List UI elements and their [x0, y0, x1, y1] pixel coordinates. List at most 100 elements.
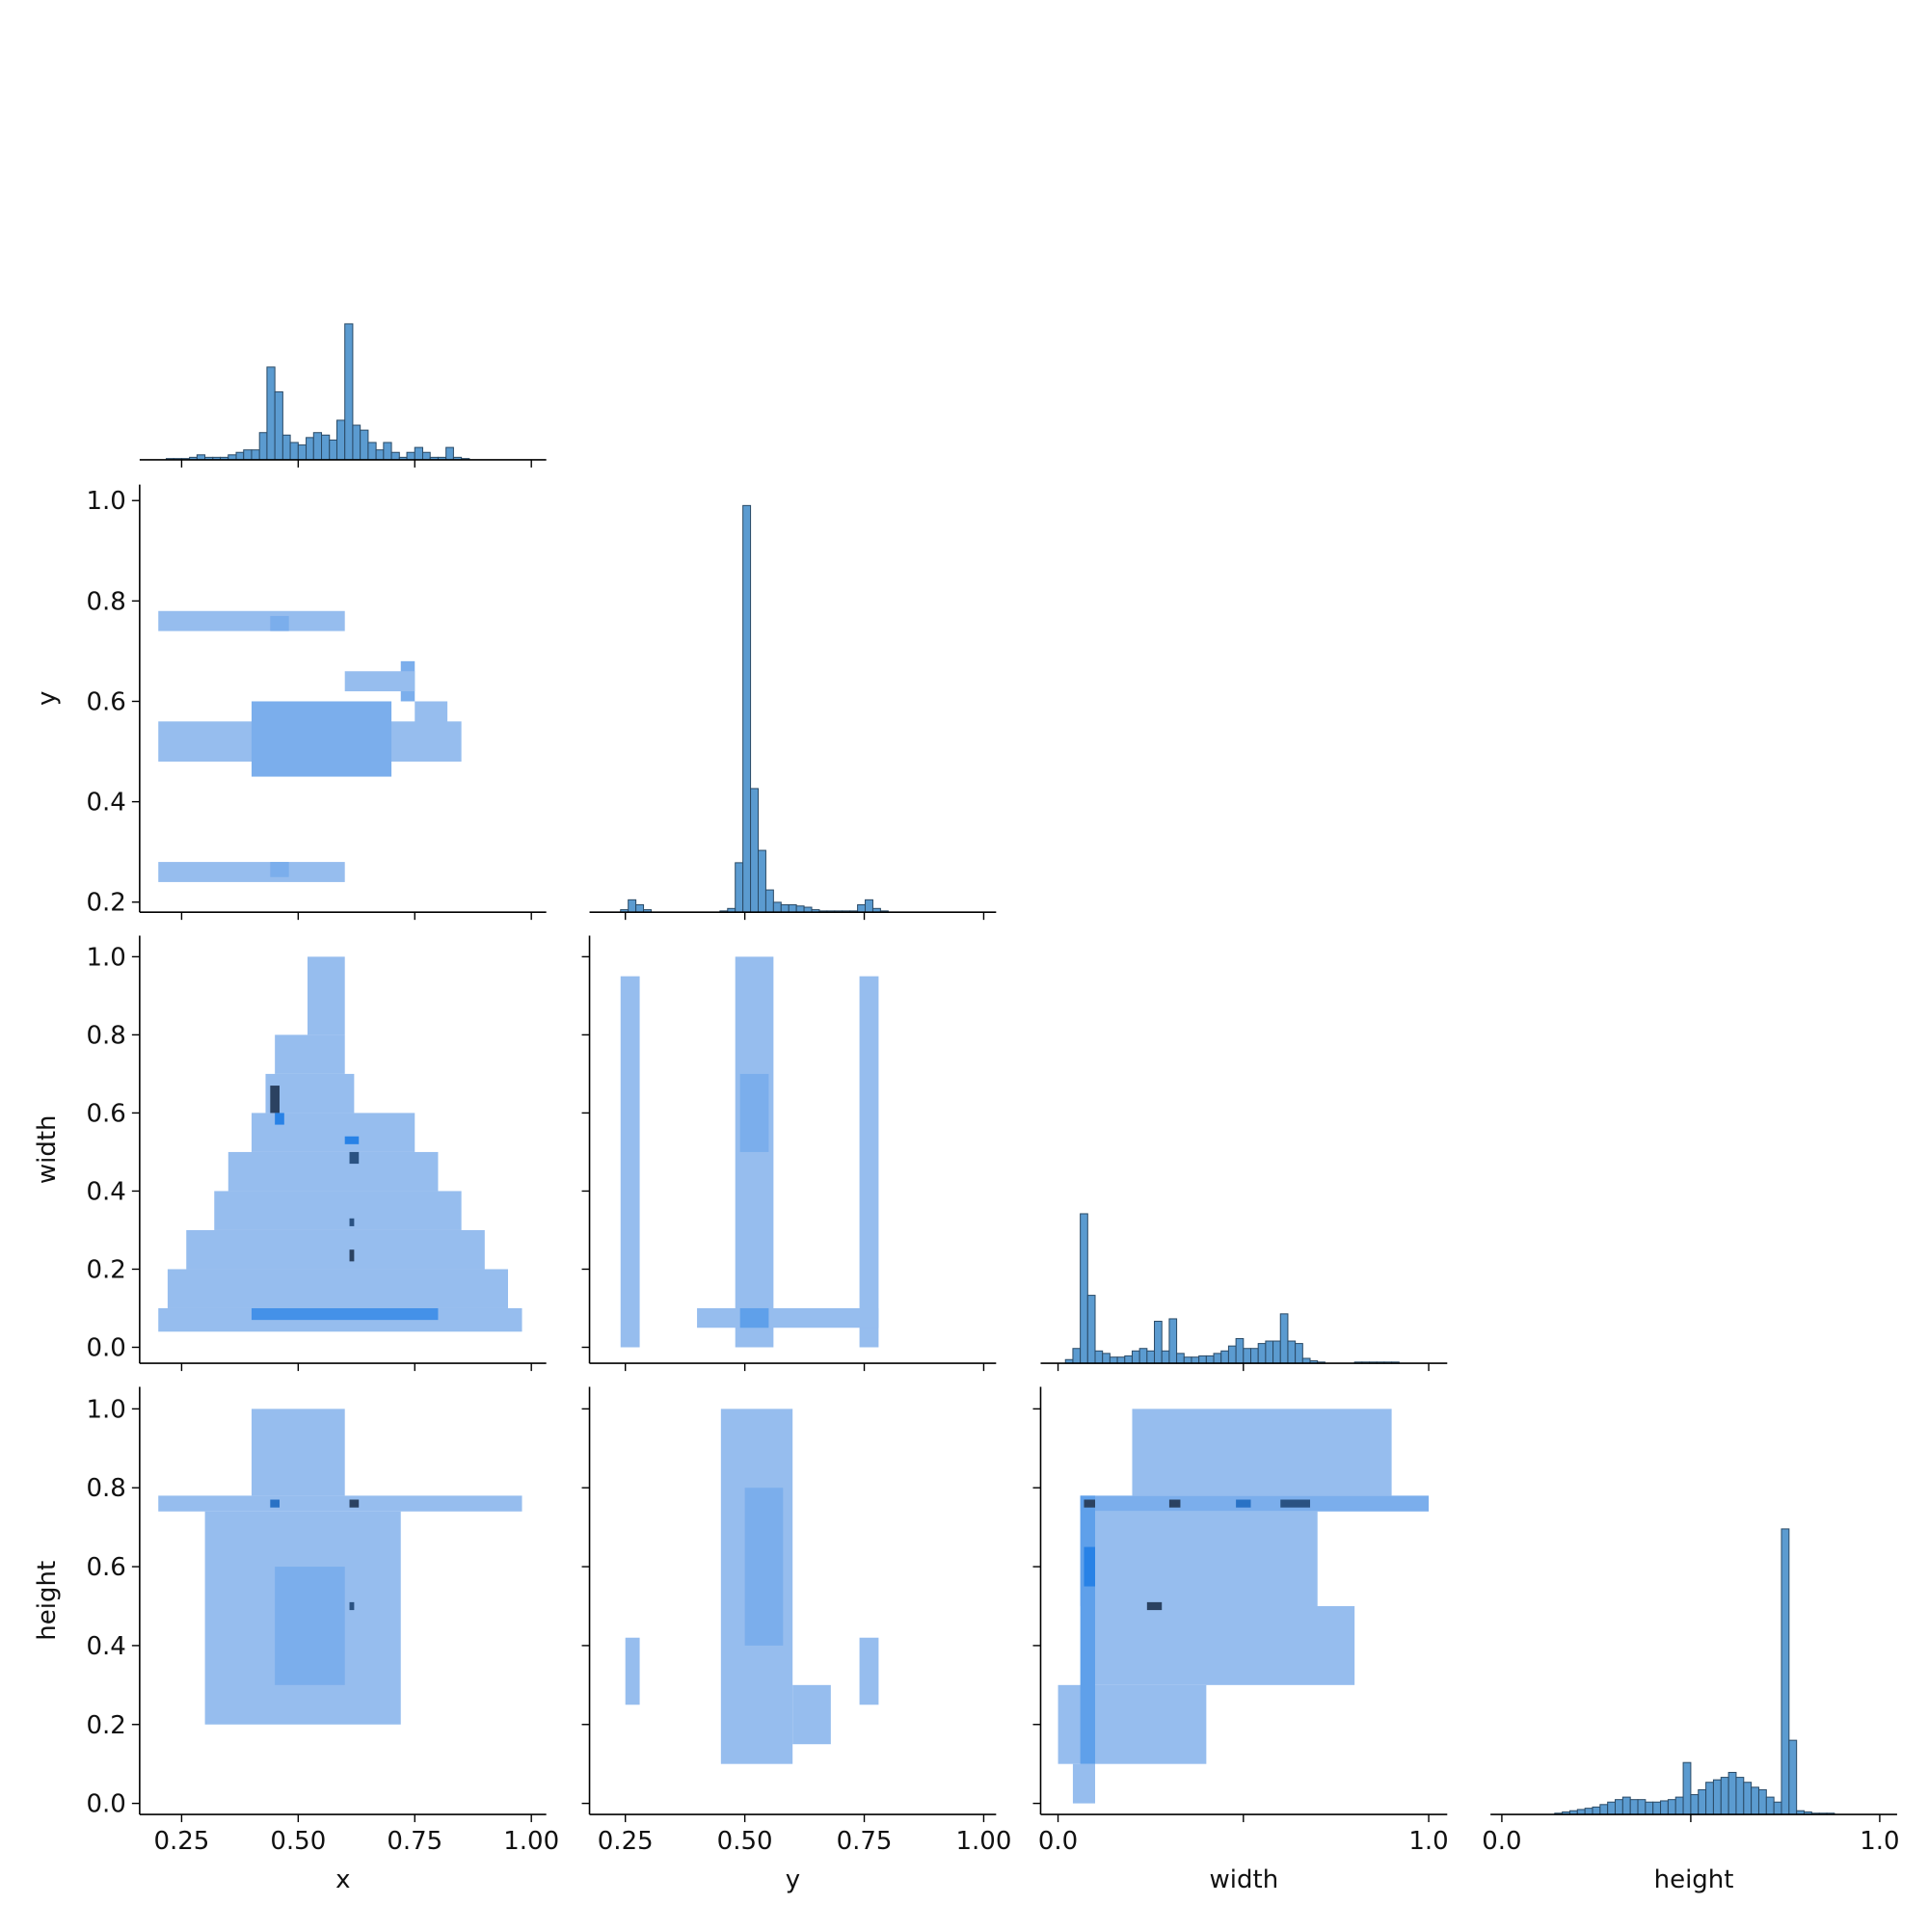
hist-bar	[1205, 1355, 1215, 1364]
hist-bar	[312, 432, 323, 461]
y-axis-label: width	[33, 1114, 62, 1184]
hist-bar	[1735, 1777, 1745, 1815]
hist2d-cell	[275, 1034, 345, 1074]
y-tick-label: 0.2	[87, 1255, 126, 1284]
hist-bar	[1265, 1340, 1274, 1364]
hist-bar	[1227, 1345, 1237, 1364]
x-tick-label: 1.0	[1860, 1827, 1899, 1856]
hist2d-cell	[1168, 1499, 1181, 1508]
hist-bar	[1191, 1356, 1200, 1364]
hist-bar	[780, 903, 790, 913]
hist2d-cell	[1080, 1495, 1430, 1512]
hist-bar	[1751, 1786, 1759, 1815]
hist-bar	[758, 849, 766, 913]
y-tick-label: 1.0	[87, 943, 126, 972]
hist2d-cell	[270, 1499, 280, 1508]
hist2d-cell	[158, 1495, 522, 1512]
hist-bar	[1257, 1343, 1267, 1364]
hist-bar	[1615, 1799, 1623, 1815]
hist2d-cell	[744, 1488, 784, 1646]
hist-bar	[289, 442, 299, 461]
hist2d-cell	[1132, 1409, 1392, 1496]
hist-bar	[1220, 1350, 1229, 1364]
y-tick-label: 1.0	[87, 1395, 126, 1424]
hist-bar	[352, 424, 362, 461]
y-tick-label: 0.2	[87, 889, 126, 918]
hist-bar	[1086, 1295, 1096, 1364]
hist2d-cell	[739, 1307, 769, 1328]
hist-bar	[1584, 1808, 1593, 1815]
hist-bar	[306, 437, 314, 461]
hist-bar	[258, 432, 268, 461]
hist-bar	[764, 889, 774, 913]
hist-bar	[281, 434, 291, 461]
hist-bar	[1781, 1528, 1790, 1815]
hist-bar	[742, 504, 752, 913]
hist-bar	[1154, 1321, 1163, 1364]
hist2d-cell	[186, 1229, 485, 1270]
y-tick-label: 0.8	[87, 1474, 126, 1503]
hist-bar	[383, 442, 392, 461]
hist2d-cell	[251, 701, 392, 777]
hist-bar	[1131, 1350, 1140, 1364]
hist2d-cell	[859, 1637, 879, 1705]
hist-bar	[865, 899, 873, 913]
hist2d-cell	[1236, 1499, 1251, 1508]
hist2d-cell	[344, 1136, 360, 1144]
hist-bar	[1146, 1350, 1156, 1364]
hist-bar	[235, 451, 245, 461]
hist2d-cell	[620, 976, 640, 1348]
x-tick-label: 0.50	[717, 1827, 773, 1856]
hist-bar	[1235, 1337, 1245, 1364]
hist-bar	[1637, 1799, 1647, 1815]
hist-bar	[1788, 1739, 1798, 1815]
x-tick-label: 0.25	[153, 1827, 209, 1856]
x-tick-label: 0.75	[837, 1827, 893, 1856]
hist-bar	[1690, 1794, 1700, 1815]
hist-bar	[1682, 1761, 1692, 1815]
hist-bar	[1279, 1313, 1289, 1364]
x-axis-label: height	[1654, 1865, 1734, 1894]
hist2d-cell	[251, 1409, 345, 1496]
hist2d-cell	[1084, 1499, 1096, 1508]
hist2d-cell	[1084, 1546, 1096, 1587]
hist-bar	[1765, 1796, 1775, 1815]
hist-bar	[1720, 1777, 1729, 1815]
hist2d-cell	[270, 615, 289, 631]
y-tick-label: 0.8	[87, 587, 126, 616]
hist-bar	[1272, 1340, 1281, 1364]
hist-bar	[1183, 1356, 1192, 1364]
hist-bar	[1652, 1801, 1662, 1815]
x-axis-label: y	[786, 1865, 800, 1894]
hist2d-cell	[1080, 1511, 1318, 1606]
hist-bar	[445, 446, 454, 461]
hist2d-cell	[1280, 1499, 1311, 1508]
hist-bar	[1621, 1796, 1631, 1815]
x-tick-label: 0.0	[1482, 1827, 1521, 1856]
x-tick-label: 0.0	[1038, 1827, 1078, 1856]
hist2d-cell	[415, 701, 448, 752]
hist2d-cell	[344, 671, 415, 692]
y-tick-label: 0.0	[87, 1333, 126, 1362]
hist-bar	[1705, 1782, 1714, 1815]
hist2d-cell	[308, 956, 345, 1035]
hist-bar	[1660, 1800, 1669, 1815]
hist-bar	[1757, 1788, 1767, 1815]
hist-bar	[1645, 1801, 1654, 1815]
hist-bar	[1287, 1340, 1297, 1364]
hist-bar	[367, 442, 377, 461]
hist2d-cell	[349, 1249, 355, 1262]
hist-bar	[1198, 1355, 1207, 1364]
hist-bar	[329, 439, 337, 461]
hist-bar	[251, 449, 260, 461]
y-tick-label: 0.6	[87, 687, 126, 716]
hist-bar	[1773, 1801, 1782, 1815]
hist-bar	[421, 451, 431, 461]
hist-bar	[243, 449, 253, 461]
hist2d-cell	[792, 1684, 831, 1745]
hist-bar	[1743, 1782, 1753, 1815]
hist2d-cell	[158, 862, 345, 882]
hist-bar	[1124, 1355, 1133, 1364]
hist-bar	[1176, 1353, 1185, 1364]
hist2d-cell	[625, 1637, 640, 1705]
